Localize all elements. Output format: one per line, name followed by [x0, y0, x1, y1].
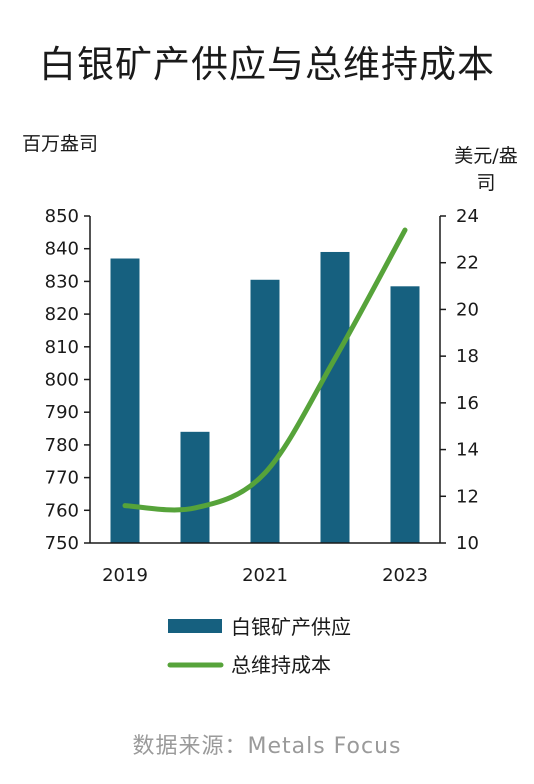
left-axis-tick-label: 840	[45, 239, 79, 260]
right-axis-unit-label: 美元/盎	[454, 145, 517, 167]
bar	[250, 279, 280, 543]
source-note: 数据来源：Metals Focus	[132, 734, 402, 759]
line-series	[122, 227, 408, 513]
right-axis-tick-label: 20	[456, 299, 479, 320]
legend-line-label: 总维持成本	[231, 653, 331, 677]
left-y-axis: 750 760 770 780 790 800 810 820 830 840 850	[45, 206, 91, 554]
left-axis-tick-label: 770	[45, 468, 79, 489]
right-y-axis: 10 12 14 16 18 20 22 24	[439, 206, 479, 554]
right-axis-tick-label: 24	[456, 206, 479, 227]
left-axis-tick-label: 790	[45, 402, 79, 423]
left-axis-tick-label: 830	[45, 271, 79, 292]
right-axis-tick-label: 22	[456, 253, 479, 274]
bar	[390, 286, 420, 543]
legend-bar-label: 白银矿产供应	[231, 615, 351, 639]
left-axis-tick-label: 810	[45, 337, 79, 358]
right-axis-unit: 美元/盎司	[454, 145, 517, 194]
left-axis-unit-label: 百万盎司	[22, 133, 98, 155]
left-axis-tick-label: 850	[45, 206, 79, 227]
left-axis-unit: 百万盎司	[22, 133, 98, 155]
right-axis-tick-label: 10	[456, 533, 479, 554]
left-axis-tick-label: 800	[45, 370, 79, 391]
right-axis-tick-label: 16	[456, 393, 479, 414]
bar	[320, 251, 350, 543]
x-axis-tick-label: 2023	[382, 565, 428, 586]
right-axis-tick-label: 18	[456, 346, 479, 367]
x-axis-tick-label: 2021	[242, 565, 288, 586]
chart-title: 白银矿产供应与总维持成本	[39, 43, 495, 86]
right-axis-tick-label: 12	[456, 486, 479, 507]
left-axis-tick-label: 750	[45, 533, 79, 554]
x-axis: 2019 2021 2023	[90, 542, 440, 586]
right-axis-unit-label: 司	[476, 172, 495, 194]
left-axis-tick-label: 760	[45, 500, 79, 521]
left-axis-tick-label: 820	[45, 304, 79, 325]
bar	[180, 431, 210, 543]
right-axis-tick-label: 14	[456, 440, 479, 461]
bar	[110, 258, 140, 543]
bar-series	[110, 251, 420, 543]
cost-line	[122, 227, 408, 513]
left-axis-tick-label: 780	[45, 435, 79, 456]
x-axis-tick-label: 2019	[102, 565, 148, 586]
legend-bar-swatch	[168, 619, 222, 633]
